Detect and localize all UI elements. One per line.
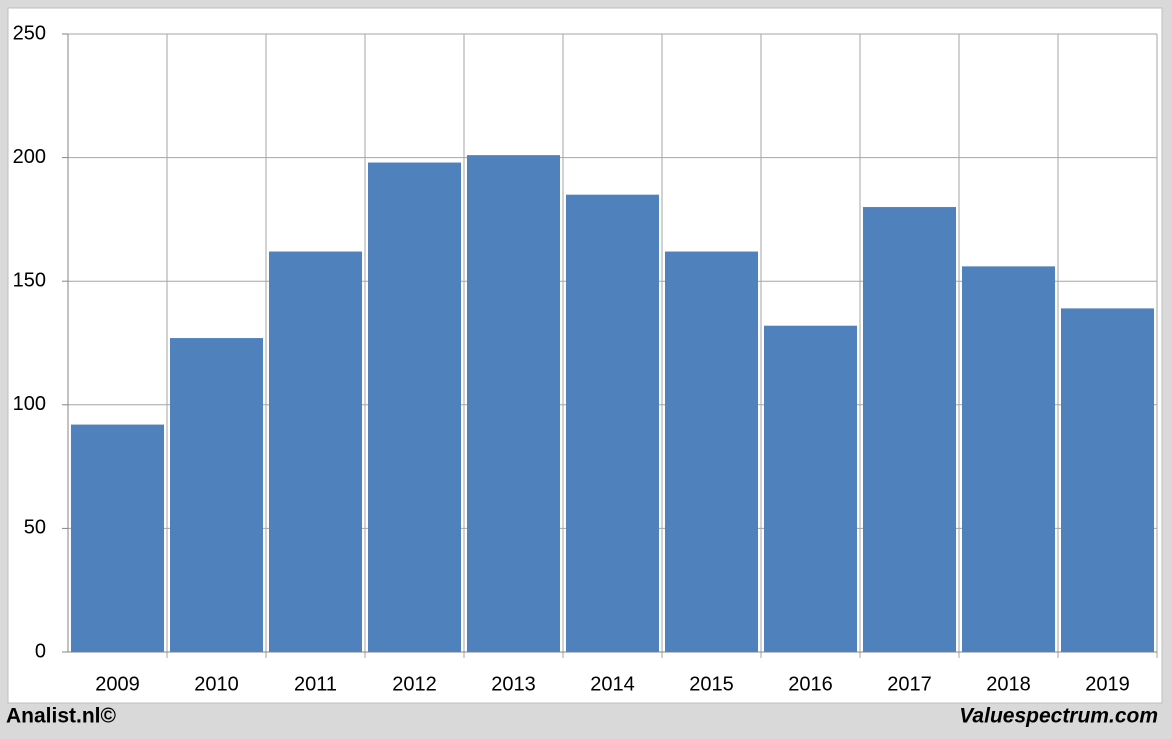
bar	[862, 207, 957, 653]
bar	[961, 266, 1056, 652]
x-tick-label: 2018	[986, 673, 1031, 695]
x-tick-label: 2012	[392, 673, 437, 695]
bar	[169, 338, 264, 652]
x-tick-label: 2015	[689, 673, 734, 695]
bar	[763, 325, 858, 652]
bar	[367, 162, 462, 652]
bar	[466, 155, 561, 653]
y-tick-label: 200	[13, 146, 46, 168]
x-tick-label: 2017	[887, 673, 932, 695]
y-tick-label: 50	[24, 517, 46, 539]
x-tick-label: 2013	[491, 673, 536, 695]
x-tick-label: 2009	[95, 673, 140, 695]
x-tick-label: 2011	[294, 673, 337, 695]
y-tick-label: 0	[35, 640, 46, 662]
y-tick-label: 150	[13, 269, 46, 291]
bar	[268, 251, 363, 652]
y-tick-label: 250	[13, 22, 46, 44]
bar	[565, 194, 660, 652]
x-tick-label: 2010	[194, 673, 239, 695]
footer-left: Analist.nl©	[6, 705, 117, 728]
bar	[664, 251, 759, 652]
y-tick-label: 100	[13, 393, 46, 415]
footer-right: Valuespectrum.com	[959, 705, 1158, 728]
bar	[70, 424, 165, 652]
x-tick-label: 2014	[590, 673, 635, 695]
x-tick-label: 2016	[788, 673, 833, 695]
x-tick-label: 2019	[1085, 673, 1130, 695]
bar	[1060, 308, 1155, 652]
